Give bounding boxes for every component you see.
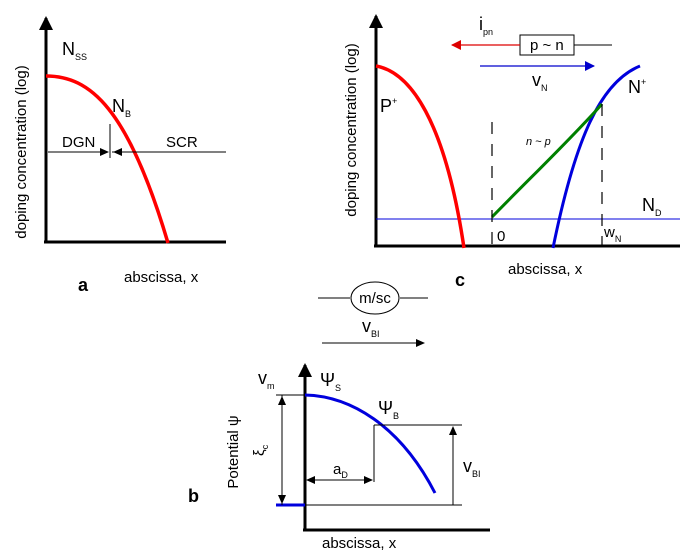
psib-label: ΨB [378, 398, 399, 421]
panel-a-doping-curve [45, 74, 170, 244]
nd-label: ND [642, 195, 662, 218]
panel-c-y-label: doping concentration (log) [343, 43, 360, 216]
ipn-label: ipn [479, 14, 493, 37]
nb-label: NB [112, 96, 131, 119]
potential-curve [304, 393, 437, 494]
msc-label: m/sc [359, 290, 391, 307]
panel-a-x-label: abscissa, x [124, 269, 199, 286]
panel-a: NSS NB DGN SCR doping concentration (log… [13, 16, 226, 295]
vm-label: vm [258, 368, 275, 391]
panel-c-letter: c [455, 270, 465, 290]
vn-label: vN [532, 70, 548, 93]
panel-a-y-label: doping concentration (log) [13, 65, 30, 238]
dgn-label: DGN [62, 134, 95, 151]
panel-b-letter: b [188, 486, 199, 506]
p-n-box-label: p ~ n [530, 37, 564, 54]
p-plus-label: P+ [380, 96, 397, 116]
vbi-label: vBI [463, 456, 481, 479]
msc-symbol: m/sc vBI [318, 281, 428, 347]
psis-label: ΨS [320, 370, 341, 393]
n-plus-label: N+ [628, 77, 646, 97]
panel-c-x-label: abscissa, x [508, 261, 583, 278]
xi-label: ξc [251, 444, 270, 456]
middle-vbi-label: vBI [362, 316, 380, 339]
origin-zero-label: 0 [497, 228, 505, 245]
wn-label: wN [603, 224, 621, 244]
panel-b: vm ΨS ΨB ξc aD vBI Potential ψ abscissa,… [188, 363, 490, 552]
n-approx-p-label: n ~ p [526, 136, 551, 148]
n-plus-doping-curve [551, 64, 641, 249]
intrinsic-profile-line [490, 103, 604, 219]
panel-b-x-label: abscissa, x [322, 535, 397, 552]
nss-label: NSS [62, 39, 87, 62]
panel-b-y-label: Potential ψ [225, 415, 242, 488]
ad-label: aD [333, 461, 348, 480]
scr-label: SCR [166, 134, 198, 151]
msc-ellipse [350, 281, 400, 315]
panel-c: p ~ n ipn vN P+ N+ n ~ p ND 0 wN doping … [343, 14, 680, 290]
panel-a-letter: a [78, 275, 89, 295]
p-plus-doping-curve [375, 64, 466, 249]
